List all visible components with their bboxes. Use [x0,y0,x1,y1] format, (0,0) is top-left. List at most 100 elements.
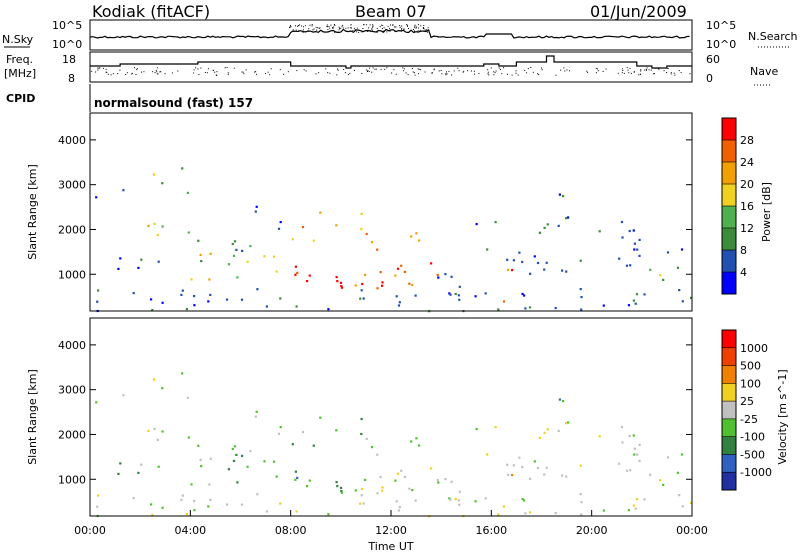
nave-dot [678,70,680,72]
power-cell [335,276,338,279]
colorbar-segment [722,472,736,490]
power-cell [157,260,160,263]
power-cell [227,263,230,266]
noise-dot [417,30,419,32]
nave-dot [446,71,447,73]
power-cell [241,249,244,252]
nave-dot [689,73,691,75]
power-cell [295,305,298,308]
time-xlabel: Time UT [367,540,413,553]
velocity-cell [543,431,546,434]
nave-dot [329,72,331,74]
velocity-cell [633,453,636,456]
noise-dot [399,25,401,27]
noise-dot [339,27,341,29]
nave-dot [197,68,199,70]
power-cell [249,245,252,248]
velocity-cell [364,478,367,481]
nave-dot [494,72,496,74]
power-cell [200,260,203,263]
velocity-cell [666,456,670,459]
nave-dot [650,69,652,71]
noise-dot [340,27,342,29]
velocity-cell [236,481,239,484]
velocity-cell [395,500,398,503]
noise-dot [387,25,389,27]
nave-dot [105,68,107,70]
noise-dot [416,26,417,28]
nave-dot [296,70,298,72]
nave-dot [628,72,630,74]
nave-dot [417,68,419,70]
noise-dot [401,30,402,32]
nave-dot [212,70,214,71]
velocity-cell [678,494,681,497]
velocity-cell [414,499,417,502]
noise-dot [422,27,424,28]
nave-dot [254,71,256,73]
nave-dot [420,69,422,71]
velocity-cell [152,378,156,381]
velocity-cell [137,471,140,474]
power-cell [567,216,570,219]
nave-dot [566,69,568,71]
power-cell [454,292,457,296]
power-cell [418,239,421,242]
nave-dot [555,74,557,76]
noise-dot [333,26,335,28]
power-cell [403,270,407,273]
nave-dot [541,67,542,69]
power-cell [676,266,679,269]
power-cell [486,248,489,251]
nave-dot [349,72,351,74]
nave-dot [344,72,346,74]
velocity-cell [659,479,662,482]
colorbar-segment [722,184,736,206]
nave-dot [204,72,206,73]
nave-dot [431,72,433,73]
nave-dot [438,70,440,72]
colorbar-segment [722,228,736,250]
velocity-cell [95,401,98,404]
noise-dot [315,26,317,28]
nave-label: Nave [750,65,778,78]
nave-dot [367,70,369,71]
nave-dot [493,71,495,73]
nave-dot [515,72,517,74]
velocity-cell [241,454,244,457]
nave-dot [131,72,133,74]
y-tick-label: 1000 [58,268,86,281]
velocity-cell [360,417,363,421]
noise-dot [379,26,381,28]
velocity-cell [497,513,500,516]
velocity-cell [558,398,561,401]
velocity-cell [494,426,497,429]
noise-dot [299,24,300,26]
noise-dot [345,27,347,29]
x-tick-label: 00:00 [74,524,106,537]
nave-dot [414,72,415,74]
velocity-cell [308,479,311,482]
power-cell [415,232,418,235]
noise-dot [407,25,408,27]
nave-dot [605,68,607,70]
freq-tick-low: 8 [68,72,75,85]
noise-dot [383,30,385,32]
nave-dot [367,71,368,72]
colorbar-tick-label: 12 [740,222,754,235]
nave-dot [597,70,599,72]
velocity-cell [475,428,478,431]
noise-dot [302,31,304,33]
power-cell [506,258,509,261]
power-cell [678,289,681,292]
velocity-cell [529,477,532,480]
noise-dot [346,31,348,32]
nave-dot [474,73,475,75]
nave-dot [515,70,517,72]
power-cell [308,274,311,277]
velocity-cell [411,488,414,492]
station-title: Kodiak (fitACF) [92,2,210,21]
power-cell [360,212,363,216]
noise-dot [330,24,332,26]
velocity-cell [340,490,343,493]
